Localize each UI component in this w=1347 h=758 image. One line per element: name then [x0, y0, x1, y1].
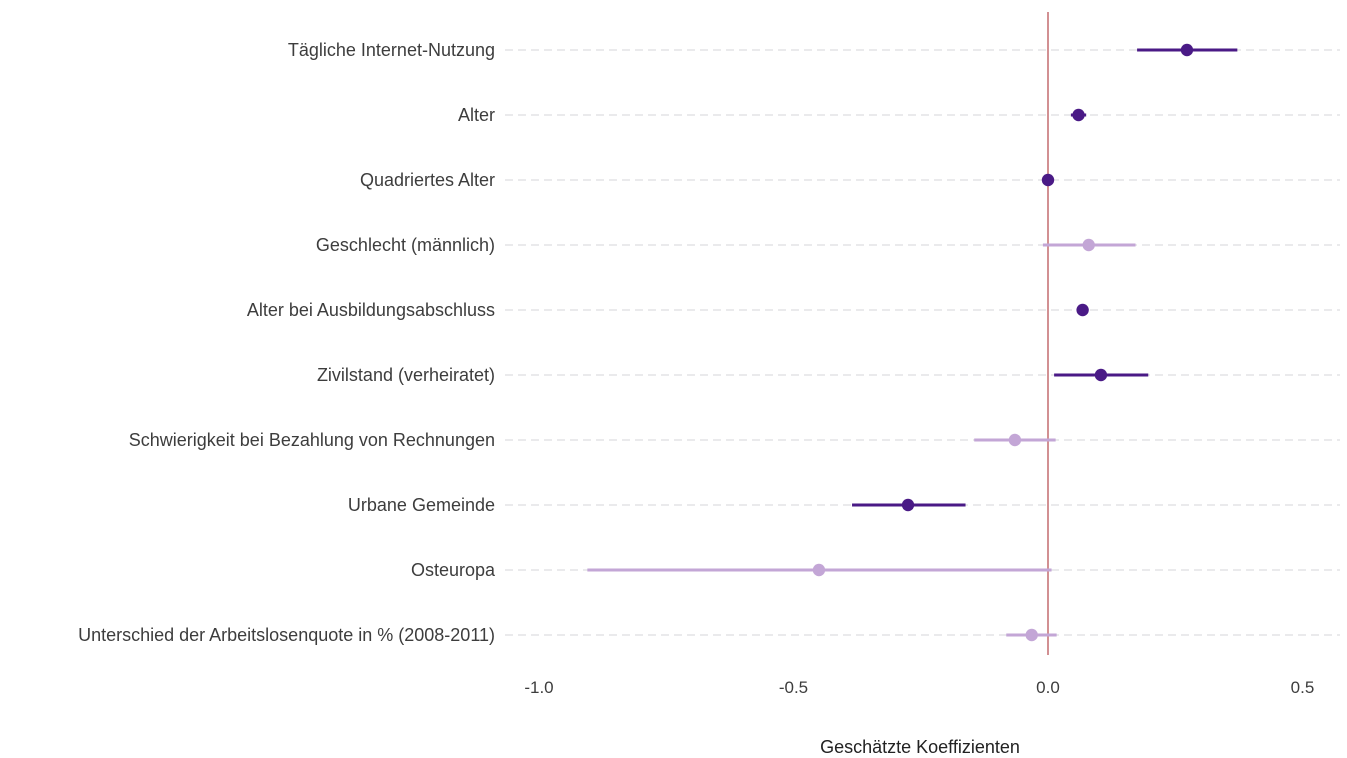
estimate-point — [1008, 433, 1022, 447]
estimate-point — [1025, 628, 1038, 642]
category-label: Alter bei Ausbildungsabschluss — [247, 300, 495, 320]
category-labels: Tägliche Internet-Nutzung Alter Quadrierte… — [78, 40, 496, 645]
category-label: Schwierigkeit bei Bezahlung von Rechnung… — [129, 430, 495, 450]
estimate-point — [1094, 368, 1108, 382]
category-label: Urbane Gemeinde — [348, 495, 495, 515]
estimate-point — [1041, 173, 1055, 187]
x-axis-title: Geschätzte Koeffizienten — [820, 737, 1020, 757]
estimate-point — [812, 563, 826, 577]
category-label: Quadriertes Alter — [360, 170, 495, 190]
estimate-point — [1076, 303, 1089, 317]
category-label: Tägliche Internet-Nutzung — [288, 40, 495, 60]
x-tick-labels: -1.0 -0.5 0.0 0.5 — [524, 678, 1314, 697]
category-label: Alter — [458, 105, 495, 125]
marks-layer — [587, 43, 1238, 642]
x-tick-label: -1.0 — [524, 678, 553, 697]
grid-layer — [505, 49, 1340, 636]
category-label: Unterschied der Arbeitslosenquote in % (… — [78, 625, 495, 645]
estimate-point — [1180, 43, 1194, 57]
x-tick-label: -0.5 — [779, 678, 808, 697]
category-label: Geschlecht (männlich) — [316, 235, 495, 255]
category-label: Osteuropa — [411, 560, 496, 580]
estimate-point — [1072, 108, 1085, 122]
category-label: Zivilstand (verheiratet) — [317, 365, 495, 385]
estimate-point — [1082, 238, 1095, 252]
estimate-point — [901, 498, 915, 512]
x-tick-label: 0.0 — [1036, 678, 1060, 697]
x-tick-label: 0.5 — [1291, 678, 1315, 697]
